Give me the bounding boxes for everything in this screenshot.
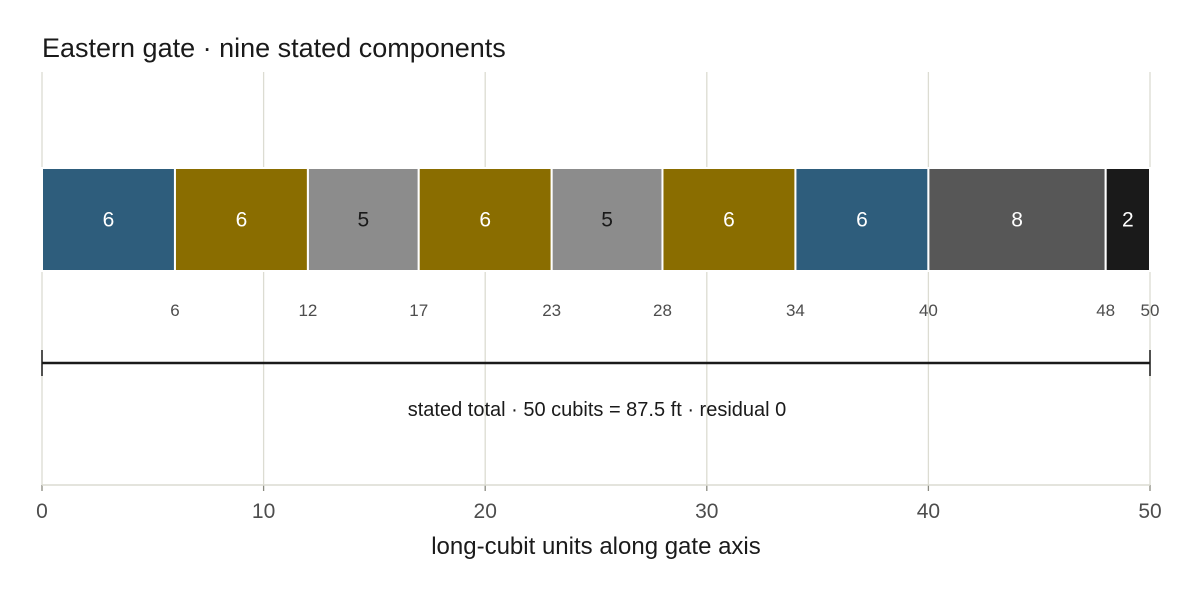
cumulative-label: 23 bbox=[542, 301, 561, 320]
cumulative-labels: 6 12 17 23 28 34 40 48 50 bbox=[170, 301, 1159, 320]
total-annotation: stated total · 50 cubits = 87.5 ft · res… bbox=[408, 399, 787, 421]
x-axis-title: long-cubit units along gate axis bbox=[431, 533, 761, 560]
segment-value-label: 6 bbox=[236, 209, 248, 232]
cumulative-label: 34 bbox=[786, 301, 805, 320]
component-segments: 6 6 5 6 5 6 6 8 2 bbox=[41, 167, 1152, 272]
cumulative-label: 50 bbox=[1141, 301, 1160, 320]
x-tick-label: 10 bbox=[252, 500, 275, 523]
segment-bar bbox=[661, 167, 797, 272]
x-tick-label: 30 bbox=[695, 500, 718, 523]
segment-bar bbox=[794, 167, 930, 272]
segment-bar bbox=[41, 167, 176, 272]
x-tick-label: 50 bbox=[1138, 500, 1161, 523]
segment-value-label: 6 bbox=[856, 209, 868, 232]
segment-bar bbox=[1104, 167, 1152, 272]
segment-bar bbox=[550, 167, 664, 272]
total-span: stated total · 50 cubits = 87.5 ft · res… bbox=[41, 350, 1151, 421]
segment-value-label: 6 bbox=[103, 209, 115, 232]
segment-bar bbox=[417, 167, 553, 272]
segment-bar bbox=[927, 167, 1107, 272]
segment-value-label: 2 bbox=[1122, 209, 1134, 232]
cumulative-label: 6 bbox=[170, 301, 179, 320]
segment-value-label: 6 bbox=[479, 209, 491, 232]
x-tick-label: 40 bbox=[917, 500, 940, 523]
cumulative-label: 12 bbox=[298, 301, 317, 320]
chart-title: Eastern gate · nine stated components bbox=[42, 33, 506, 63]
segment-value-label: 6 bbox=[723, 209, 735, 232]
x-tick-label: 20 bbox=[474, 500, 497, 523]
segment-value-label: 8 bbox=[1011, 209, 1023, 232]
cumulative-label: 28 bbox=[653, 301, 672, 320]
cumulative-label: 48 bbox=[1096, 301, 1115, 320]
x-axis: 0 10 20 30 40 50 bbox=[36, 484, 1162, 523]
x-tick-label: 0 bbox=[36, 500, 48, 523]
segment-value-label: 5 bbox=[601, 209, 613, 232]
cumulative-label: 17 bbox=[409, 301, 428, 320]
cumulative-label: 40 bbox=[919, 301, 938, 320]
grid-lines bbox=[41, 72, 1151, 485]
segment-value-label: 5 bbox=[357, 209, 369, 232]
